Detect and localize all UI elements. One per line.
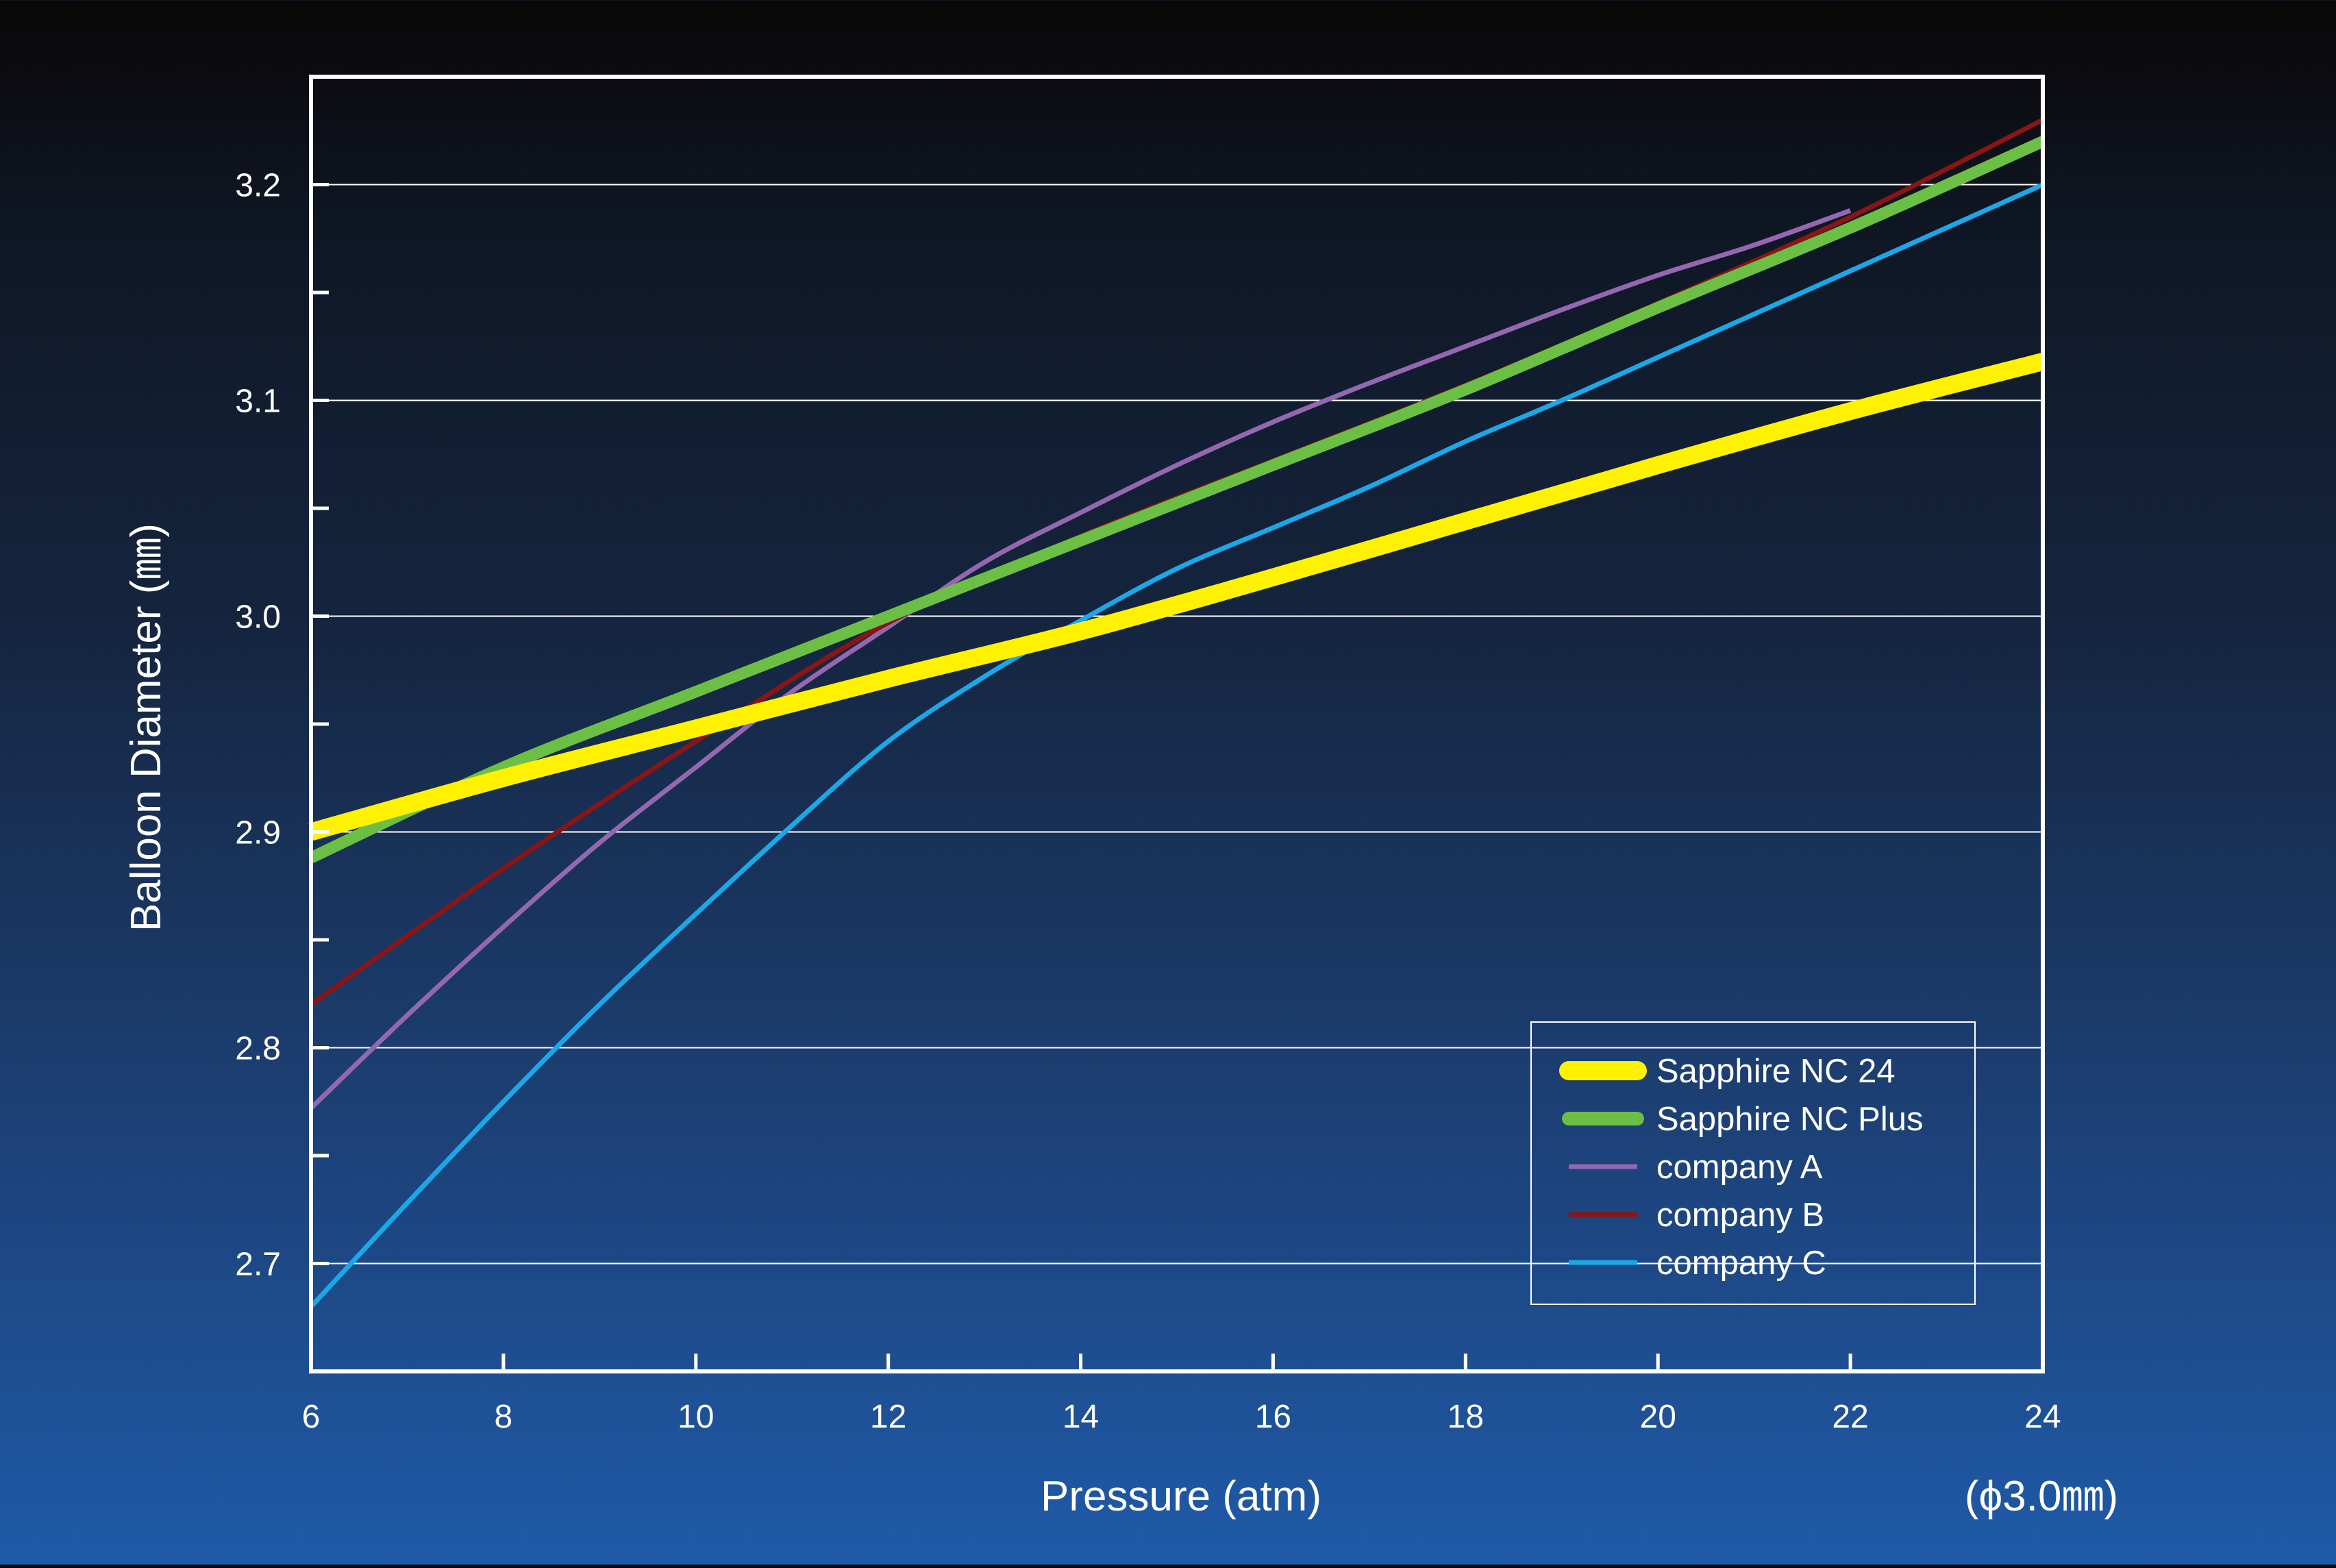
series-layer (308, 117, 2046, 1308)
legend-label: company C (1656, 1245, 1826, 1282)
x-tick-label: 12 (870, 1399, 906, 1435)
y-axis-title: Balloon Diameter (㎜) (123, 523, 170, 932)
legend-items: Sapphire NC 24 Sapphire NC Plus company A c… (1559, 1053, 1923, 1282)
series-line-1 (308, 136, 2046, 863)
series-line-0 (308, 353, 2046, 841)
legend-label: Sapphire NC Plus (1656, 1101, 1923, 1138)
x-tick-label: 20 (1640, 1399, 1676, 1435)
x-tick-label: 6 (302, 1399, 321, 1435)
y-tick-label: 2.8 (235, 1031, 281, 1067)
y-tick-label: 2.7 (235, 1247, 281, 1283)
legend-label: Sapphire NC 24 (1656, 1053, 1896, 1090)
series-line-4 (309, 182, 2044, 1308)
y-tick-label: 2.9 (235, 815, 281, 851)
grid-layer (311, 184, 2043, 1265)
legend: Sapphire NC 24 Sapphire NC Plus company A c… (1530, 1021, 1976, 1305)
ticks-layer: 2.7 2.8 2.9 3.0 3.1 3.2 6 8 10 12 14 16 18 20 22 24 (235, 168, 2061, 1436)
legend-label: company A (1656, 1149, 1823, 1186)
x-tick-label: 22 (1832, 1399, 1868, 1435)
x-tick-label: 18 (1447, 1399, 1484, 1435)
legend-label: company B (1656, 1197, 1824, 1234)
y-tick-label: 3.0 (235, 599, 281, 636)
x-tick-label: 10 (678, 1399, 714, 1435)
x-tick-label: 24 (2024, 1399, 2061, 1435)
x-tick-label: 8 (495, 1399, 513, 1435)
series-line-2 (309, 208, 1852, 1110)
y-tick-label: 3.1 (235, 384, 281, 420)
legend-box (1530, 1021, 1976, 1305)
x-axis-title: Pressure (atm) (1041, 1473, 1321, 1520)
labels-layer: Pressure (atm) Balloon Diameter (㎜) (ϕ3.… (123, 523, 2118, 1520)
y-tick-label: 3.2 (235, 168, 281, 204)
size-annotation: (ϕ3.0㎜) (1965, 1473, 2118, 1520)
x-tick-label: 16 (1255, 1399, 1291, 1435)
x-tick-label: 14 (1063, 1399, 1099, 1435)
